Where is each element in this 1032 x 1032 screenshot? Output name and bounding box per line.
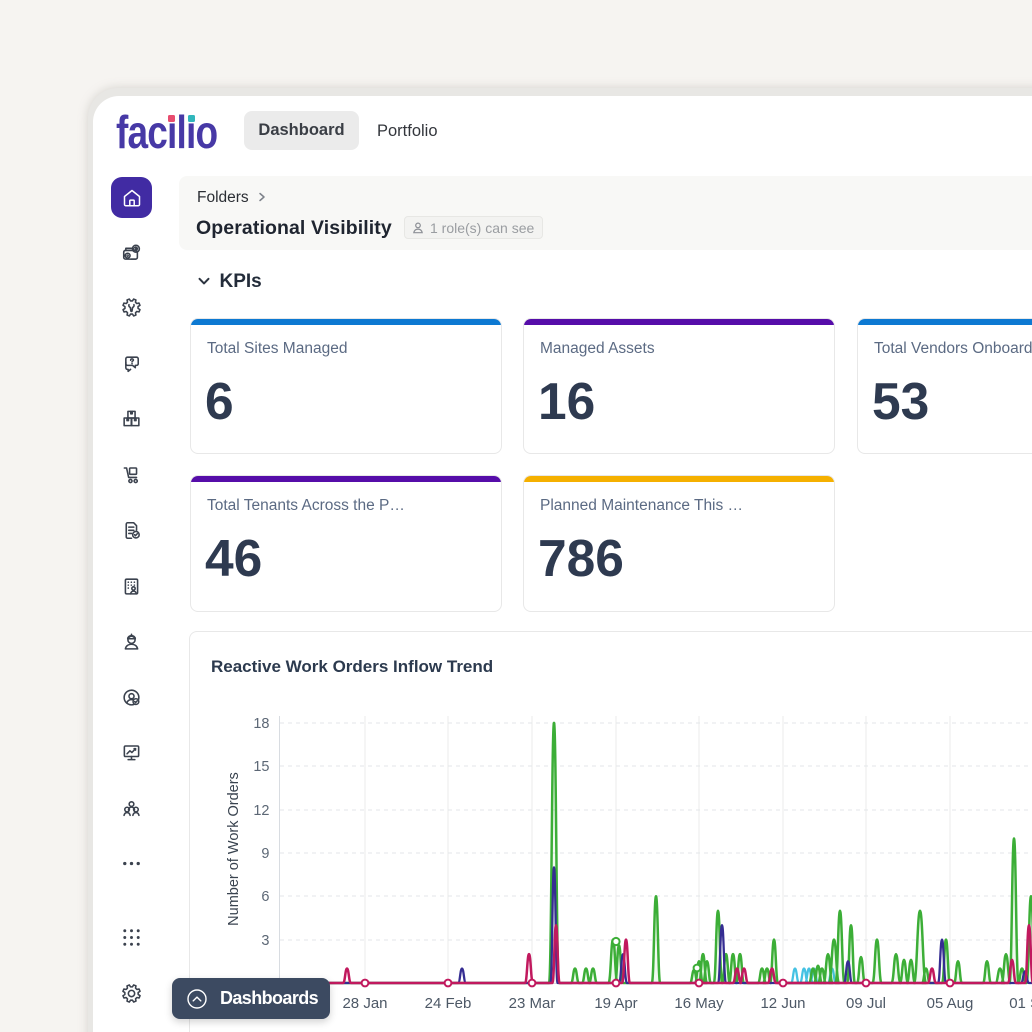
- svg-text:24 Feb: 24 Feb: [425, 995, 472, 1012]
- svg-text:09 Jul: 09 Jul: [846, 995, 886, 1012]
- svg-text:01 Sep: 01 Sep: [1009, 995, 1032, 1012]
- svg-text:6: 6: [261, 889, 269, 905]
- svg-text:18: 18: [253, 716, 269, 732]
- svg-text:15: 15: [253, 759, 269, 775]
- svg-text:16 May: 16 May: [674, 995, 724, 1012]
- svg-text:23 Mar: 23 Mar: [509, 995, 556, 1012]
- svg-text:12 Jun: 12 Jun: [760, 995, 805, 1012]
- svg-text:05 Aug: 05 Aug: [927, 995, 974, 1012]
- svg-text:3: 3: [261, 933, 269, 949]
- svg-text:Number of Work Orders: Number of Work Orders: [226, 772, 242, 926]
- svg-text:9: 9: [261, 846, 269, 862]
- svg-text:28 Jan: 28 Jan: [342, 995, 387, 1012]
- svg-text:12: 12: [253, 803, 269, 819]
- svg-text:19 Apr: 19 Apr: [594, 995, 637, 1012]
